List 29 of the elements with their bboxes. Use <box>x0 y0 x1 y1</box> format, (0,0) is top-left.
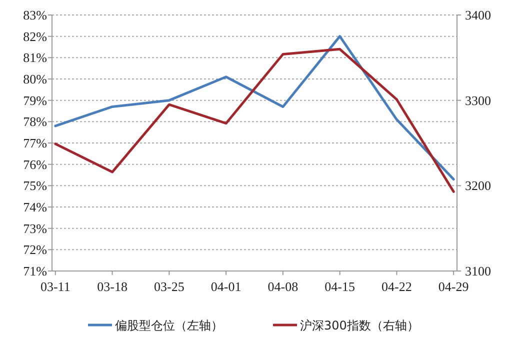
x-tick-label: 04-29 <box>438 279 469 294</box>
y-tick-label: 78% <box>23 114 48 130</box>
y-tick-label: 82% <box>23 28 48 44</box>
y-tick-label: 83% <box>23 8 48 22</box>
y2-tick-label: 3300 <box>465 92 491 108</box>
y-tick-label: 73% <box>23 220 48 236</box>
y-tick-label: 72% <box>23 242 48 258</box>
y2-tick-label: 3400 <box>465 8 491 22</box>
y-tick-label: 76% <box>23 156 48 172</box>
x-tick-label: 04-22 <box>382 279 412 294</box>
line-series <box>54 48 455 193</box>
y-tick-label: 81% <box>23 50 48 66</box>
y2-tick-label: 3100 <box>465 264 491 278</box>
legend-label: 偏股型仓位（左轴） <box>115 318 223 332</box>
y-tick-label: 80% <box>23 72 48 86</box>
x-tick-label: 04-01 <box>210 279 242 294</box>
line-series <box>54 35 455 181</box>
y2-tick-label: 3200 <box>465 178 491 194</box>
y-tick-label: 74% <box>23 200 48 214</box>
x-tick-label: 04-15 <box>324 279 355 294</box>
y-tick-label: 75% <box>23 178 48 194</box>
y-tick-label: 79% <box>23 92 48 108</box>
x-tick-label: 03-18 <box>97 279 128 294</box>
x-tick-label: 04-08 <box>268 279 298 294</box>
x-tick-label: 03-11 <box>40 279 70 294</box>
y-tick-label: 77% <box>23 136 48 150</box>
x-tick-label: 03-25 <box>154 279 184 294</box>
legend-label: 沪深300指数（右轴） <box>300 318 419 332</box>
y-tick-label: 71% <box>23 264 48 278</box>
